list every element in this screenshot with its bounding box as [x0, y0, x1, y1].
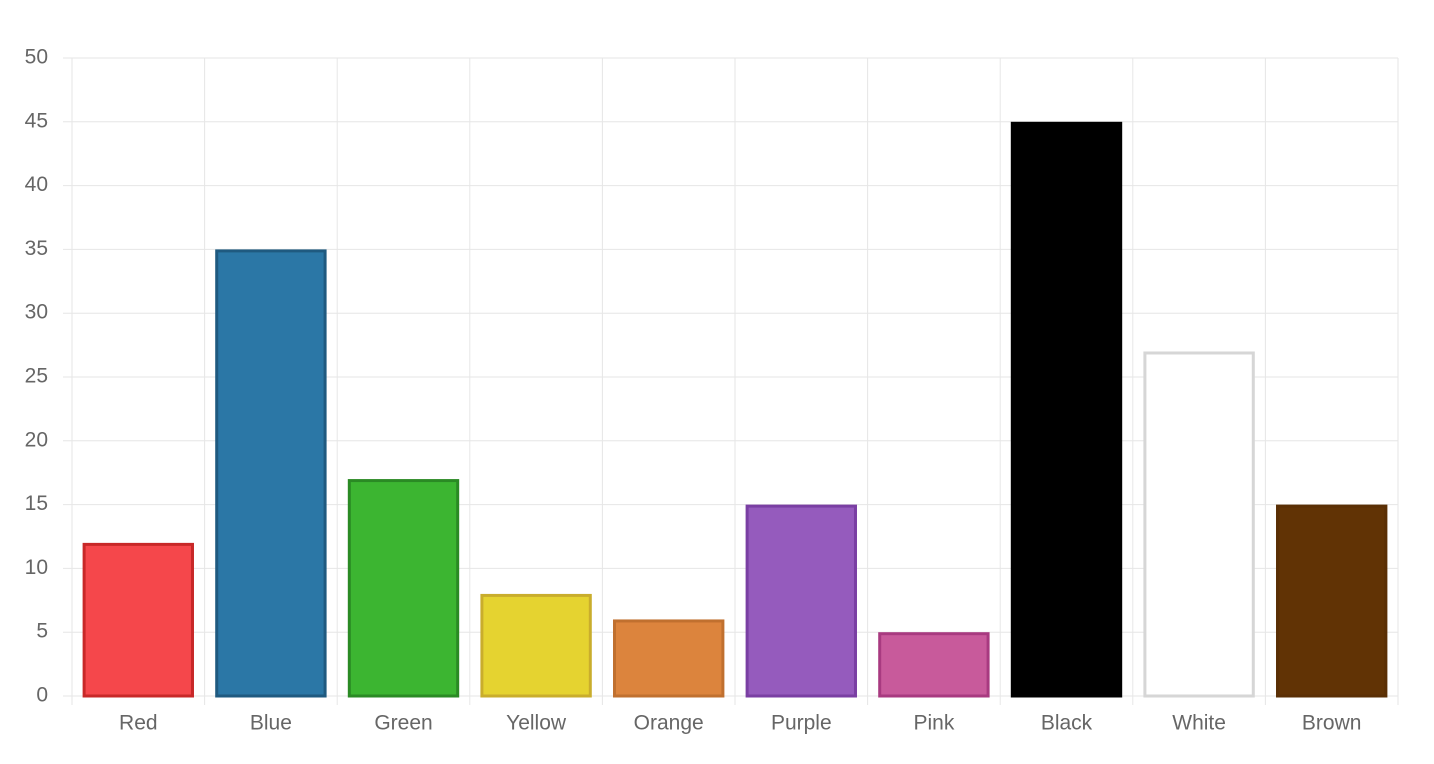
y-tick-label: 5	[36, 620, 48, 643]
y-tick-label: 20	[25, 428, 48, 451]
bar	[1010, 121, 1123, 698]
y-tick-label: 25	[25, 365, 48, 388]
bar	[613, 619, 725, 698]
x-tick-label: Red	[119, 712, 158, 735]
x-tick-label: Pink	[913, 712, 954, 735]
x-tick-label: Brown	[1302, 712, 1362, 735]
bar	[347, 479, 460, 698]
bar	[745, 504, 857, 698]
bar	[1143, 351, 1255, 698]
x-tick-label: White	[1172, 712, 1226, 735]
x-tick-label: Yellow	[506, 712, 567, 735]
x-tick-label: Orange	[634, 712, 704, 735]
bar	[878, 632, 990, 698]
bar	[480, 593, 592, 698]
y-tick-label: 0	[36, 684, 48, 707]
y-tick-label: 35	[25, 237, 48, 260]
y-tick-label: 10	[25, 556, 48, 579]
y-tick-label: 15	[25, 492, 48, 515]
bar	[82, 542, 194, 698]
y-tick-label: 50	[25, 46, 48, 69]
y-tick-label: 40	[25, 173, 48, 196]
y-tick-label: 30	[25, 301, 48, 324]
x-tick-label: Green	[374, 712, 432, 735]
y-tick-label: 45	[25, 109, 48, 132]
x-tick-label: Purple	[771, 712, 832, 735]
x-tick-label: Blue	[250, 712, 292, 735]
bar	[1276, 504, 1388, 698]
bar	[215, 249, 327, 698]
x-tick-label: Black	[1041, 712, 1093, 735]
